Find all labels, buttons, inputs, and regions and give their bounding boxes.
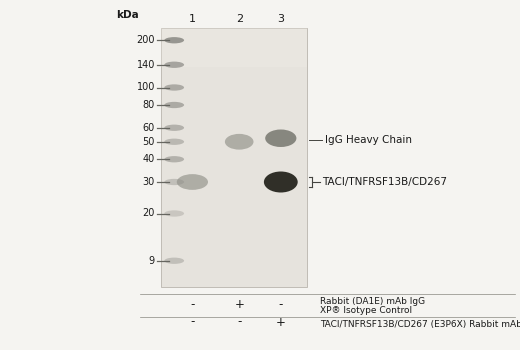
Text: 80: 80 <box>142 100 155 110</box>
Text: 40: 40 <box>142 154 155 164</box>
Text: TACI/TNFRSF13B/CD267: TACI/TNFRSF13B/CD267 <box>322 177 447 187</box>
Ellipse shape <box>264 172 297 193</box>
Text: 140: 140 <box>137 60 155 70</box>
Text: XP® Isotype Control: XP® Isotype Control <box>320 306 412 315</box>
Text: Rabbit (DA1E) mAb IgG: Rabbit (DA1E) mAb IgG <box>320 297 425 306</box>
Ellipse shape <box>164 139 184 145</box>
Ellipse shape <box>164 179 184 185</box>
Ellipse shape <box>265 130 296 147</box>
Text: -: - <box>279 298 283 311</box>
Ellipse shape <box>225 134 254 150</box>
Ellipse shape <box>164 37 184 43</box>
Text: 60: 60 <box>142 123 155 133</box>
Ellipse shape <box>164 102 184 108</box>
Ellipse shape <box>164 210 184 217</box>
Ellipse shape <box>164 156 184 162</box>
Ellipse shape <box>164 258 184 264</box>
Text: +: + <box>276 315 285 329</box>
Text: 9: 9 <box>149 256 155 266</box>
Ellipse shape <box>177 174 208 190</box>
Text: kDa: kDa <box>116 10 139 20</box>
Text: 2: 2 <box>236 14 243 24</box>
Text: -: - <box>237 315 241 329</box>
Bar <box>161 28 307 67</box>
Text: +: + <box>235 298 244 311</box>
Text: 30: 30 <box>142 177 155 187</box>
Text: 100: 100 <box>137 83 155 92</box>
Text: -: - <box>190 298 194 311</box>
Text: TACI/TNFRSF13B/CD267 (E3P6X) Rabbit mAb: TACI/TNFRSF13B/CD267 (E3P6X) Rabbit mAb <box>320 320 520 329</box>
Text: IgG Heavy Chain: IgG Heavy Chain <box>325 135 412 145</box>
Text: 3: 3 <box>277 14 284 24</box>
Ellipse shape <box>164 84 184 91</box>
Text: -: - <box>190 315 194 329</box>
Ellipse shape <box>164 62 184 68</box>
Text: 1: 1 <box>189 14 196 24</box>
Text: 200: 200 <box>136 35 155 45</box>
Ellipse shape <box>164 125 184 131</box>
Bar <box>161 28 307 287</box>
Text: 20: 20 <box>142 209 155 218</box>
Text: 50: 50 <box>142 137 155 147</box>
